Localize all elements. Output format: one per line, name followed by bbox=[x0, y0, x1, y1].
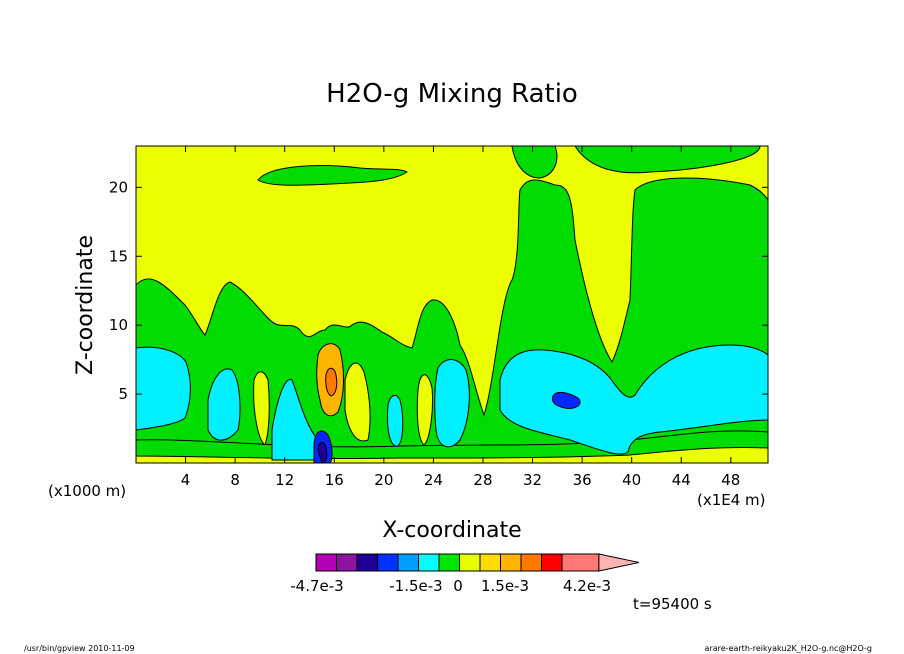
footer-right: arare-earth-reikyaku2K_H2O-g.nc@H2O-g bbox=[705, 644, 872, 653]
region-right-cyan bbox=[499, 344, 768, 455]
region-blue-blob-right bbox=[552, 391, 581, 409]
time-label: t=95400 s bbox=[633, 595, 712, 613]
x-tick-label: 8 bbox=[230, 471, 240, 489]
x-tick-label: 32 bbox=[523, 471, 542, 489]
region-left-cyan bbox=[136, 346, 191, 431]
region-yellow-pocket-1 bbox=[253, 371, 270, 446]
x-axis: 4 8 12 16 20 24 28 32 36 40 44 48 bbox=[181, 146, 740, 489]
region-top-green-2 bbox=[574, 146, 761, 174]
footer-left: /usr/bin/gpview 2010-11-09 bbox=[24, 644, 135, 653]
y-tick-label: 10 bbox=[109, 316, 128, 334]
colorbar-cell bbox=[520, 553, 542, 572]
colorbar-end-triangle bbox=[598, 553, 640, 572]
x-tick-label: 36 bbox=[573, 471, 592, 489]
x-tick-label: 28 bbox=[473, 471, 492, 489]
colorbar-label: -1.5e-3 bbox=[389, 577, 442, 595]
y-tick-label: 20 bbox=[109, 178, 128, 196]
x-tick-label: 48 bbox=[721, 471, 740, 489]
colorbar-label: 0 bbox=[453, 577, 463, 595]
region-upper-green-strip bbox=[257, 165, 408, 186]
colorbar-cell bbox=[561, 553, 600, 572]
colorbar-cell bbox=[356, 553, 378, 572]
x-tick-label: 24 bbox=[424, 471, 443, 489]
y-tick-label: 15 bbox=[109, 247, 128, 265]
y-tick-label: 5 bbox=[118, 385, 128, 403]
colorbar bbox=[315, 553, 640, 572]
x-tick-label: 40 bbox=[622, 471, 641, 489]
chart-title: H2O-g Mixing Ratio bbox=[326, 79, 578, 109]
x-tick-label: 12 bbox=[275, 471, 294, 489]
colorbar-label: 1.5e-3 bbox=[481, 577, 529, 595]
colorbar-label: 4.2e-3 bbox=[563, 577, 611, 595]
x-unit-left: (x1000 m) bbox=[48, 482, 126, 500]
region-yellow-pocket-3 bbox=[416, 374, 433, 446]
colorbar-label: -4.7e-3 bbox=[290, 577, 343, 595]
colorbar-cell bbox=[459, 553, 481, 572]
region-orange-inner bbox=[325, 367, 338, 397]
colorbar-cell bbox=[479, 553, 501, 572]
region-navy-core bbox=[317, 441, 328, 463]
colorbar-labels: -4.7e-3 -1.5e-3 0 1.5e-3 4.2e-3 bbox=[290, 577, 611, 595]
region-yellow-pocket-2 bbox=[344, 362, 371, 442]
colorbar-cell bbox=[397, 553, 419, 572]
colorbar-cell bbox=[336, 553, 358, 572]
colorbar-cell bbox=[500, 553, 522, 572]
y-axis: 5 10 15 20 bbox=[109, 178, 768, 403]
x-tick-label: 4 bbox=[181, 471, 191, 489]
x-axis-label: X-coordinate bbox=[382, 518, 521, 543]
colorbar-cell bbox=[541, 553, 563, 572]
y-axis-label: Z-coordinate bbox=[73, 235, 98, 375]
x-tick-label: 20 bbox=[374, 471, 393, 489]
colorbar-cell bbox=[438, 553, 460, 572]
x-tick-label: 44 bbox=[672, 471, 691, 489]
colorbar-cell bbox=[418, 553, 440, 572]
x-tick-label: 16 bbox=[325, 471, 344, 489]
colorbar-cell bbox=[315, 553, 337, 572]
contour-field bbox=[136, 146, 768, 463]
plot-frame bbox=[135, 145, 769, 464]
region-top-green bbox=[511, 146, 558, 179]
region-cyan-small-2 bbox=[434, 359, 470, 448]
colorbar-cell bbox=[377, 553, 399, 572]
region-left-cyan-2 bbox=[207, 368, 241, 441]
x-unit-right: (x1E4 m) bbox=[697, 491, 766, 509]
region-cyan-small-1 bbox=[387, 394, 404, 447]
